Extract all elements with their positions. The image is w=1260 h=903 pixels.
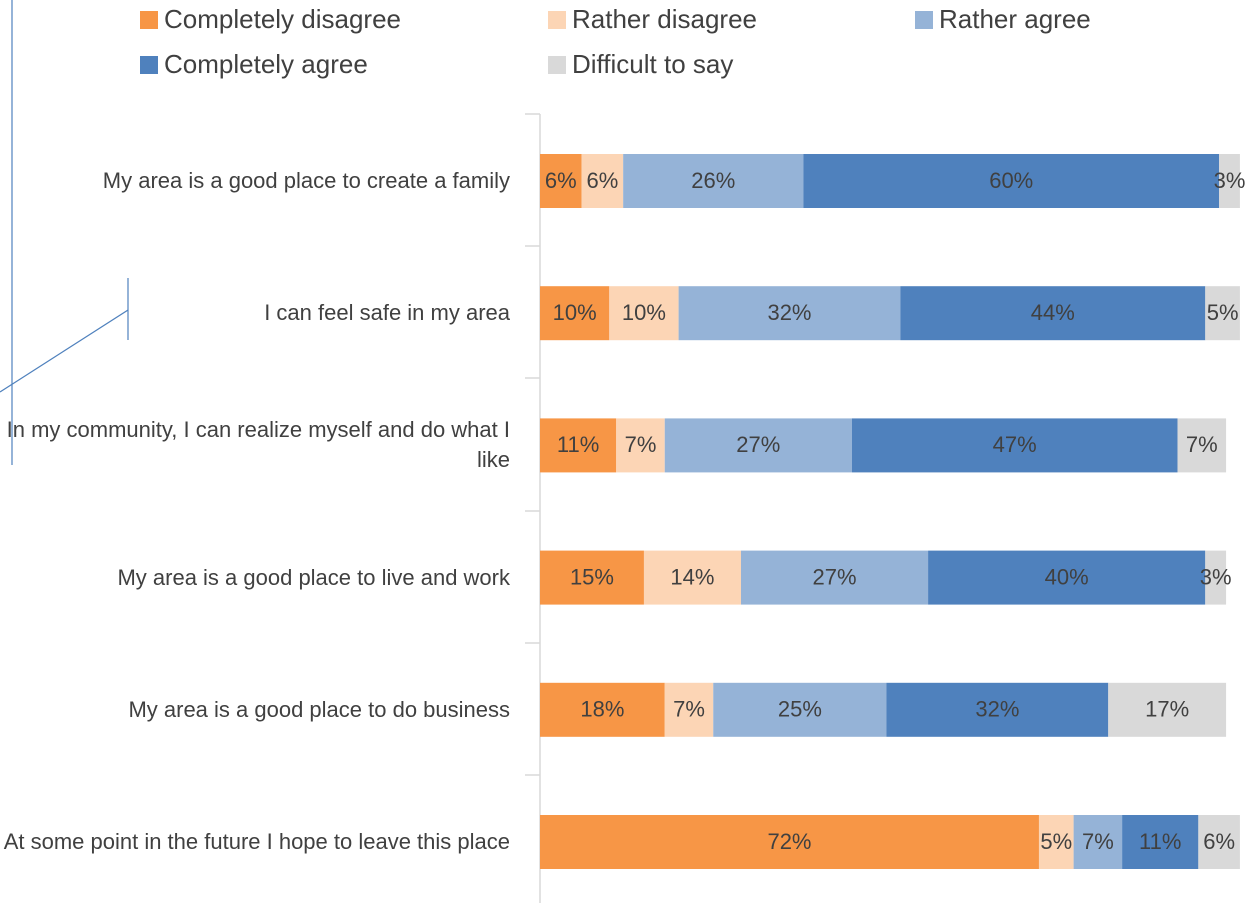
- legend-swatch: [548, 11, 566, 29]
- data-label: 10%: [553, 300, 597, 325]
- bar-segment: [740, 550, 929, 605]
- bar-segment: [1177, 418, 1227, 473]
- bar-segment: [540, 286, 610, 341]
- data-label: 7%: [673, 697, 705, 722]
- legend-label: Rather agree: [939, 4, 1091, 34]
- bar-segment: [928, 550, 1206, 605]
- legend-swatch: [140, 56, 158, 74]
- data-label: 7%: [1186, 432, 1218, 457]
- bar-segment: [803, 154, 1220, 208]
- bar-segment: [900, 286, 1206, 341]
- data-label: 72%: [767, 829, 811, 854]
- bar-segment: [1108, 682, 1227, 737]
- bar-segment: [1073, 815, 1123, 869]
- category-label: At some point in the future I hope to le…: [3, 829, 510, 854]
- data-label: 60%: [989, 168, 1033, 193]
- data-label: 3%: [1200, 564, 1232, 589]
- data-label: 25%: [778, 697, 822, 722]
- bar-segment: [540, 418, 617, 473]
- bar-segment: [609, 286, 679, 341]
- bar-segment: [540, 550, 644, 605]
- bar-segment: [1205, 286, 1240, 341]
- data-label: 3%: [1214, 168, 1246, 193]
- data-label: 18%: [580, 697, 624, 722]
- bar-segment: [1219, 154, 1240, 208]
- category-label: In my community, I can realize myself an…: [6, 417, 510, 473]
- bar-segment: [678, 286, 901, 341]
- bar-segment: [851, 418, 1178, 473]
- bar-segment: [623, 154, 804, 208]
- legend-swatch: [915, 11, 933, 29]
- legend-swatch: [548, 56, 566, 74]
- category-label: My area is a good place to live and work: [117, 564, 510, 590]
- bar-segment: [713, 682, 887, 737]
- data-label: 15%: [570, 564, 614, 589]
- data-label: 47%: [993, 432, 1037, 457]
- bar-segment: [1122, 815, 1199, 869]
- category-label: My area is a good place to do business: [128, 696, 510, 722]
- category-axis: [525, 113, 541, 903]
- data-label: 40%: [1045, 564, 1089, 589]
- data-label: 5%: [1040, 829, 1072, 854]
- bar-segment: [540, 682, 665, 737]
- data-label: 6%: [545, 168, 577, 193]
- data-label: 7%: [625, 432, 657, 457]
- data-label: 5%: [1207, 300, 1239, 325]
- category-label: I can feel safe in my area: [264, 300, 510, 326]
- bar-segment: [886, 682, 1109, 737]
- bar-segment: [664, 418, 852, 473]
- bar-segment: [664, 682, 714, 737]
- bar-segment: [1038, 815, 1074, 869]
- bar-segment: [643, 550, 741, 605]
- data-label: 17%: [1145, 697, 1189, 722]
- legend-label: Difficult to say: [572, 49, 733, 79]
- data-label: 11%: [557, 432, 599, 457]
- bar-segment: [540, 154, 582, 208]
- legend-label: Rather disagree: [572, 4, 757, 34]
- bar-segment: [1198, 815, 1240, 869]
- legend-label: Completely disagree: [164, 4, 401, 34]
- data-label: 44%: [1031, 300, 1075, 325]
- category-label: My area is a good place to create a fami…: [102, 168, 510, 193]
- bar-segment: [616, 418, 665, 473]
- data-label: 6%: [586, 168, 618, 193]
- data-label: 6%: [1203, 829, 1235, 854]
- data-label: 14%: [670, 564, 714, 589]
- data-label: 10%: [622, 300, 666, 325]
- callout-line: [0, 309, 129, 393]
- data-label: 27%: [736, 432, 780, 457]
- bar-segment: [581, 154, 624, 208]
- data-label: 11%: [1139, 829, 1181, 854]
- data-label: 32%: [975, 697, 1019, 722]
- bar-segment: [1205, 550, 1227, 605]
- legend-label: Completely agree: [164, 49, 368, 79]
- data-label: 27%: [813, 564, 857, 589]
- legend-swatch: [140, 11, 158, 29]
- callout: [0, 0, 129, 465]
- data-label: 7%: [1082, 829, 1114, 854]
- data-label: 26%: [691, 168, 735, 193]
- data-label: 32%: [767, 300, 811, 325]
- bar-segment: [540, 815, 1039, 869]
